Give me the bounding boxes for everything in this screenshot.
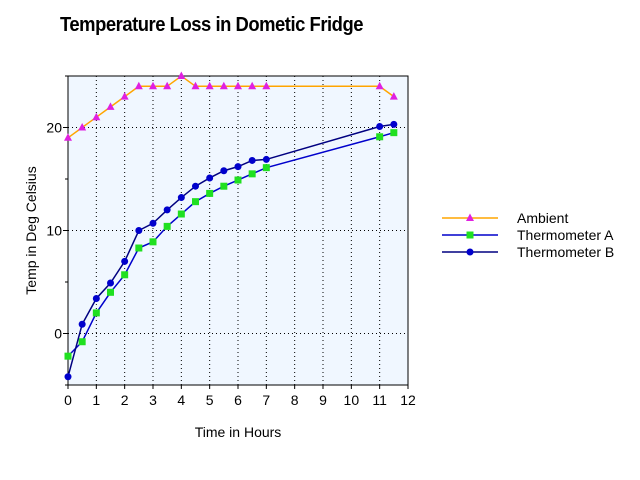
series-thermometer-a <box>64 129 398 360</box>
data-point-thermometer-b <box>78 320 86 328</box>
y-tick-label: 20 <box>46 120 62 136</box>
x-tick-label: 3 <box>149 392 157 408</box>
legend-marker-thermometer-a <box>466 231 474 239</box>
x-ticks: 0 1 2 3 4 5 6 7 8 9 10 11 12 <box>64 385 416 408</box>
data-point-thermometer-a <box>262 164 270 172</box>
data-point-thermometer-a <box>64 352 72 360</box>
data-point-thermometer-a <box>390 129 398 137</box>
x-tick-label: 8 <box>291 392 299 408</box>
x-tick-label: 0 <box>64 392 72 408</box>
y-axis-label: Temp in Deg Celsius <box>23 166 39 294</box>
data-point-ambient <box>375 81 384 90</box>
data-point-thermometer-b <box>248 156 256 164</box>
data-point-thermometer-a <box>220 182 228 190</box>
x-tick-label: 1 <box>92 392 100 408</box>
data-point-ambient <box>248 81 257 90</box>
data-point-ambient <box>177 71 186 79</box>
data-point-thermometer-a <box>149 238 157 246</box>
data-point-ambient <box>134 81 143 90</box>
data-point-ambient <box>205 81 214 90</box>
data-point-ambient <box>234 81 242 90</box>
legend-swatch-ambient <box>442 213 498 221</box>
data-point-thermometer-b <box>149 219 157 227</box>
x-tick-label: 2 <box>121 392 129 408</box>
x-tick-label: 7 <box>262 392 270 408</box>
y-ticks: 0 10 20 <box>46 75 68 386</box>
data-point-thermometer-a <box>78 338 86 346</box>
x-tick-label: 10 <box>344 392 360 408</box>
data-point-thermometer-a <box>163 222 171 230</box>
data-point-thermometer-b <box>206 174 214 182</box>
x-tick-label: 9 <box>319 392 327 408</box>
data-point-thermometer-a <box>177 210 185 218</box>
data-point-thermometer-b <box>107 279 114 287</box>
legend-label-thermometer-a: Thermometer A <box>517 227 614 243</box>
data-point-thermometer-b <box>64 373 72 381</box>
data-point-thermometer-b <box>92 294 100 302</box>
data-point-thermometer-a <box>234 176 242 184</box>
x-tick-label: 12 <box>400 392 416 408</box>
data-point-thermometer-b <box>163 206 171 214</box>
data-point-thermometer-b <box>262 155 270 163</box>
data-point-thermometer-b <box>177 194 185 202</box>
legend-swatch-thermometer-b <box>442 248 498 256</box>
data-point-thermometer-a <box>121 271 129 279</box>
data-point-thermometer-a <box>107 288 114 296</box>
x-axis-label: Time in Hours <box>195 424 282 440</box>
y-tick-label: 10 <box>46 223 62 239</box>
data-point-thermometer-b <box>121 257 129 265</box>
data-point-thermometer-b <box>135 227 143 234</box>
x-tick-label: 6 <box>234 392 242 408</box>
data-point-ambient <box>120 92 129 100</box>
series-layer <box>64 71 398 381</box>
data-point-thermometer-b <box>376 122 384 130</box>
legend-swatch-thermometer-a <box>442 231 498 239</box>
series-thermometer-b <box>64 120 398 381</box>
y-tick-label: 0 <box>54 326 62 342</box>
data-point-ambient <box>92 112 101 121</box>
data-point-ambient <box>149 81 157 90</box>
x-tick-label: 4 <box>177 392 185 408</box>
data-point-ambient <box>78 123 87 131</box>
data-point-ambient <box>389 92 398 100</box>
data-point-ambient <box>163 81 172 90</box>
legend-label-ambient: Ambient <box>517 210 569 226</box>
data-point-ambient <box>262 81 271 90</box>
data-point-thermometer-b <box>234 163 242 171</box>
legend-marker-thermometer-b <box>466 248 474 256</box>
data-point-ambient <box>106 102 115 110</box>
legend-label-thermometer-b: Thermometer B <box>517 244 615 260</box>
data-point-thermometer-a <box>135 244 143 252</box>
data-point-thermometer-a <box>206 189 214 197</box>
grid-lines <box>68 76 408 385</box>
data-point-thermometer-a <box>376 133 384 141</box>
data-point-thermometer-a <box>248 170 256 178</box>
series-ambient <box>64 71 398 141</box>
x-tick-label: 11 <box>372 392 387 408</box>
legend-marker-ambient <box>466 213 474 221</box>
x-tick-label: 5 <box>206 392 214 408</box>
data-point-ambient <box>191 81 200 90</box>
data-point-thermometer-b <box>192 182 199 190</box>
data-point-ambient <box>64 133 72 141</box>
chart-title: Temperature Loss in Dometic Fridge <box>60 14 364 36</box>
data-point-ambient <box>219 81 228 90</box>
data-point-thermometer-a <box>92 309 100 317</box>
data-point-thermometer-a <box>192 198 199 206</box>
data-point-thermometer-b <box>220 167 228 175</box>
data-point-thermometer-b <box>390 120 398 128</box>
